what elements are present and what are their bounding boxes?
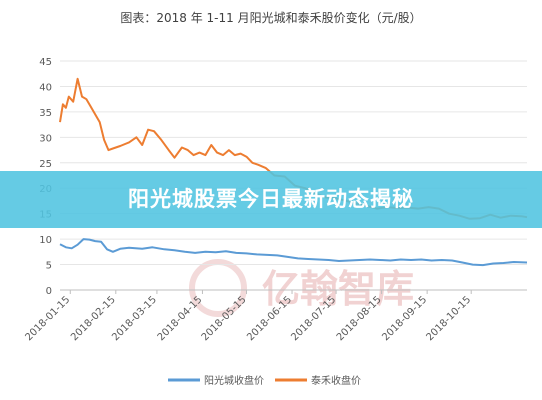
- series-line-1: [59, 238, 528, 267]
- y-tick-label: 35: [39, 108, 52, 119]
- x-tick-label: 2018-03-15: [110, 294, 159, 343]
- chart-title: 图表：2018 年 1-11 月阳光城和泰禾股价变化（元/股）: [120, 11, 422, 25]
- headline-banner: 阳光城股票今日最新动态揭秘: [0, 171, 542, 228]
- y-tick-label: 40: [39, 82, 52, 93]
- y-tick-label: 30: [39, 133, 52, 144]
- x-tick-label: 2018-04-15: [156, 294, 205, 343]
- headline-text: 阳光城股票今日最新动态揭秘: [128, 187, 414, 211]
- watermark-logo: 亿翰智库: [189, 259, 414, 317]
- x-tick-label: 2018-05-15: [200, 294, 249, 343]
- y-tick-label: 25: [39, 159, 52, 170]
- watermark-logo-icon: [189, 259, 247, 317]
- y-tick-label: 45: [39, 57, 52, 68]
- x-tick-label: 2018-10-15: [424, 294, 473, 343]
- y-tick-label: 10: [39, 235, 52, 246]
- legend-label-1: 阳光城收盘价: [204, 374, 264, 387]
- legend: 阳光城收盘价 泰禾收盘价: [168, 374, 361, 387]
- legend-label-2: 泰禾收盘价: [311, 374, 361, 387]
- x-tick-label: 2018-01-15: [24, 294, 73, 343]
- y-tick-label: 0: [46, 286, 52, 297]
- watermark-text: 亿翰智库: [262, 267, 414, 311]
- y-tick-label: 5: [46, 261, 52, 272]
